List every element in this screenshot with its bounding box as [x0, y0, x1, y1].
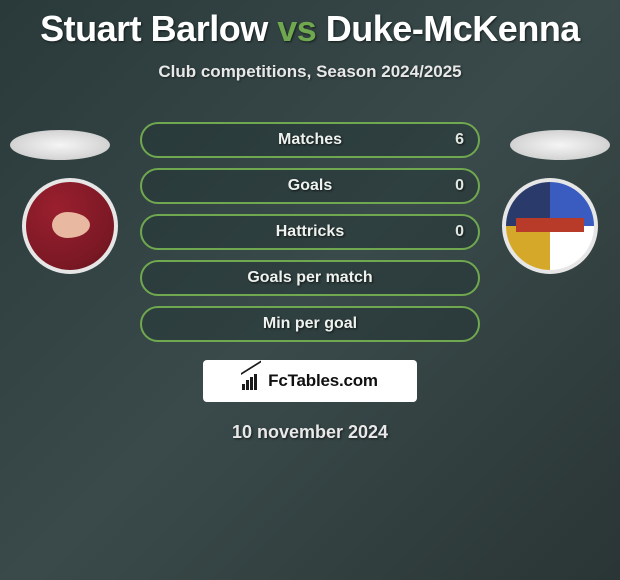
stat-value-right: 0 — [455, 177, 464, 195]
stat-row: Matches 6 — [140, 122, 480, 158]
player1-name: Stuart Barlow — [40, 8, 268, 49]
stat-label: Min per goal — [263, 315, 357, 333]
stat-row: Min per goal — [140, 306, 480, 342]
stats-table: Matches 6 Goals 0 Hattricks 0 Goals per … — [140, 122, 480, 342]
stat-value-right: 6 — [455, 131, 464, 149]
stat-label: Goals per match — [247, 269, 372, 287]
vs-separator: vs — [277, 8, 316, 49]
player1-avatar-placeholder — [10, 130, 110, 160]
date-text: 10 november 2024 — [0, 422, 620, 443]
player2-avatar-placeholder — [510, 130, 610, 160]
brand-text: FcTables.com — [268, 371, 378, 391]
player1-club-crest — [22, 178, 118, 274]
stat-row: Hattricks 0 — [140, 214, 480, 250]
player2-club-crest — [502, 178, 598, 274]
stat-value-right: 0 — [455, 223, 464, 241]
bar-chart-icon — [242, 372, 262, 390]
stat-row: Goals 0 — [140, 168, 480, 204]
brand-badge: FcTables.com — [203, 360, 417, 402]
stat-label: Matches — [278, 131, 342, 149]
player2-name: Duke-McKenna — [326, 8, 580, 49]
comparison-title: Stuart Barlow vs Duke-McKenna — [0, 0, 620, 50]
main-content: Matches 6 Goals 0 Hattricks 0 Goals per … — [0, 122, 620, 443]
stat-label: Goals — [288, 177, 332, 195]
stat-label: Hattricks — [276, 223, 344, 241]
stat-row: Goals per match — [140, 260, 480, 296]
subtitle: Club competitions, Season 2024/2025 — [0, 62, 620, 82]
